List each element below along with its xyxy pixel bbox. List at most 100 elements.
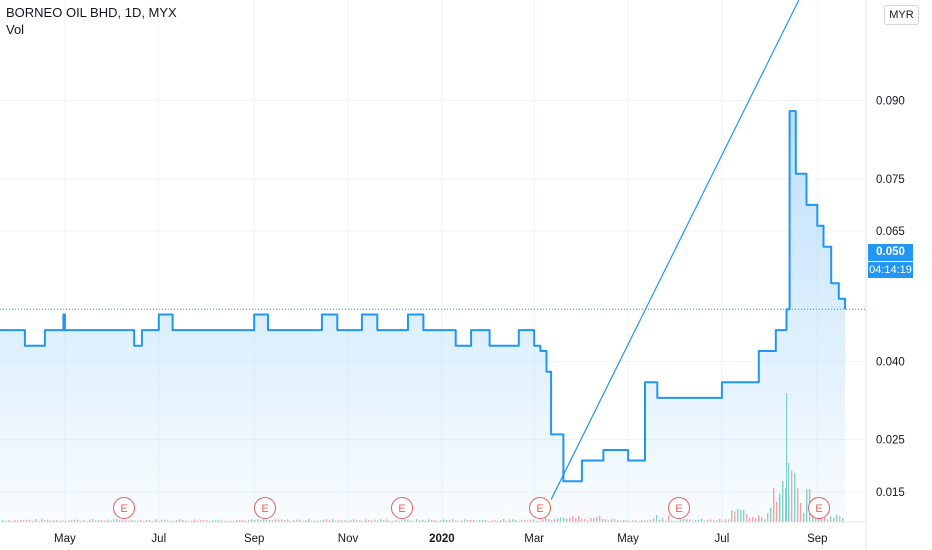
volume-bar [824,514,826,522]
volume-bar [152,520,154,522]
volume-bar [494,519,496,522]
currency-button[interactable]: MYR [884,5,919,25]
volume-bar [278,519,280,522]
x-tick-label: Sep [244,533,264,545]
volume-bar [560,517,562,522]
volume-bar [224,520,226,522]
volume-bar [464,519,466,522]
volume-bar [656,515,658,522]
y-tick-label: 0.025 [876,435,905,447]
time-axis[interactable]: May Jul Sep Nov 2020 Mar May Jul Sep [54,533,827,545]
volume-bar [101,520,103,522]
volume-bar [383,520,385,522]
volume-bar [344,520,346,522]
volume-bar [680,519,682,522]
volume-bar [533,519,535,522]
volume-bar [362,520,364,522]
volume-bar [377,520,379,522]
volume-bar [431,519,433,522]
volume-bar [674,520,676,522]
volume-bar [236,520,238,522]
volume-bar [719,519,721,522]
earnings-marker[interactable]: E [668,497,690,519]
volume-bar [785,488,787,522]
trendline[interactable] [550,0,800,500]
volume-bar [143,520,145,522]
volume-bar [83,520,85,522]
volume-bar [77,519,79,522]
earnings-marker[interactable]: E [254,497,276,519]
volume-bar [611,519,613,522]
volume-bar [551,519,553,522]
volume-bar [155,519,157,522]
volume-bar [806,489,808,522]
earnings-marker[interactable]: E [808,497,830,519]
volume-bar [503,519,505,522]
earnings-marker[interactable]: E [529,497,551,519]
price-axis[interactable]: 0.090 0.075 0.065 0.040 0.025 0.015 [876,96,905,499]
volume-bar [572,515,574,522]
volume-bar [452,519,454,522]
volume-bar [575,517,577,522]
volume-bar [815,518,817,522]
volume-bar [791,470,793,522]
volume-bar [740,509,742,522]
volume-bar [749,518,751,522]
volume-bar [44,520,46,522]
volume-bar [521,519,523,522]
volume-bar [194,519,196,522]
x-tick-label: Sep [807,533,827,545]
volume-bar [677,520,679,522]
volume-bar [722,520,724,522]
volume-bar [407,519,409,522]
volume-bar [209,520,211,522]
volume-bar [587,520,589,522]
volume-bar [326,519,328,522]
volume-bar [290,520,292,522]
volume-bar [323,519,325,522]
volume-bar [671,520,673,522]
y-tick-label: 0.015 [876,487,905,499]
volume-bar [485,520,487,522]
earnings-marker-label: E [815,503,822,515]
volume-bar [230,520,232,522]
volume-bar [161,519,163,522]
volume-bar [125,520,127,522]
volume-bar [596,517,598,522]
volume-bar [500,520,502,522]
volume-bar [398,520,400,522]
volume-bar [545,517,547,522]
volume-bar [704,520,706,522]
volume-bar [185,520,187,522]
y-tick-label: 0.065 [876,226,905,238]
volume-bar [308,519,310,522]
symbol-title: BORNEO OIL BHD, 1D, MYX [6,5,177,20]
volume-bar [470,520,472,522]
volume-bar [260,520,262,522]
volume-bar [728,519,730,522]
earnings-marker[interactable]: E [113,497,135,519]
earnings-marker[interactable]: E [391,497,413,519]
volume-bar [506,520,508,522]
volume-bar [242,519,244,522]
volume-bar [650,519,652,522]
volume-bar [524,519,526,522]
volume-bar [632,520,634,522]
volume-bar [755,518,757,522]
volume-bar [47,519,49,522]
volume-bar [578,515,580,522]
volume-bar [764,519,766,522]
volume-bar [11,520,13,522]
volume-bar [458,520,460,522]
volume-bar [356,520,358,522]
volume-bar [173,520,175,522]
volume-bar [251,519,253,522]
volume-bar [467,519,469,522]
volume-bar [509,519,511,522]
earnings-marker-label: E [261,503,268,515]
volume-bar [317,520,319,522]
volume-bar [539,520,541,522]
volume-bar [833,517,835,522]
